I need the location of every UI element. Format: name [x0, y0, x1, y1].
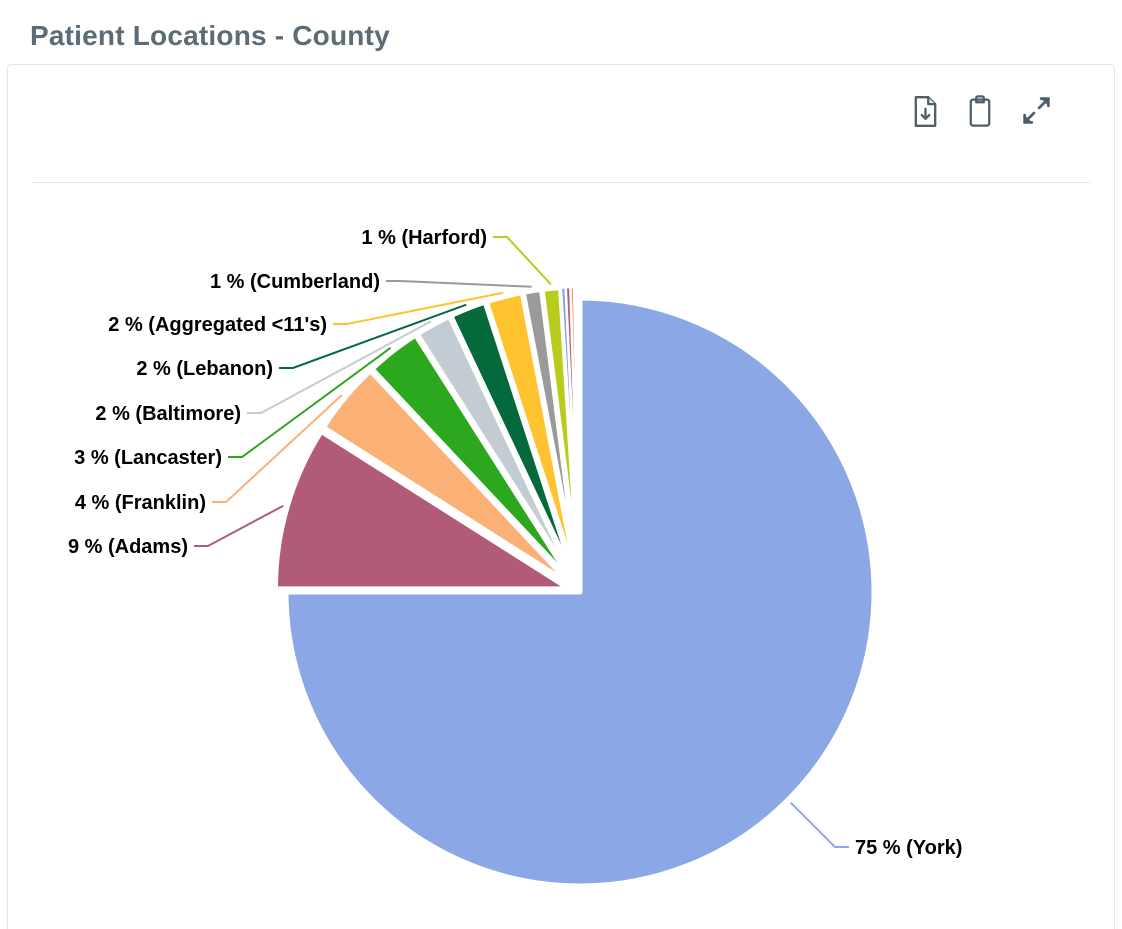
- pie-slice-unlabeled-13[interactable]: [574, 285, 582, 583]
- slice-label-harford: 1 % (Harford): [361, 227, 487, 249]
- expand-button[interactable]: [1021, 95, 1052, 126]
- leader-line-adams: [194, 504, 284, 547]
- pie-slice-york[interactable]: [283, 295, 877, 889]
- slice-label-lebanon: 2 % (Lebanon): [136, 358, 273, 380]
- leader-line-baltimore: [247, 320, 432, 414]
- leader-line-harford: [493, 236, 552, 286]
- copy-button[interactable]: [967, 95, 993, 128]
- leader-line-york: [790, 802, 849, 848]
- slice-label-lancaster: 3 % (Lancaster): [74, 447, 222, 469]
- pie-slice-adams[interactable]: [272, 428, 572, 592]
- slice-label-cumberland: 1 % (Cumberland): [210, 271, 380, 293]
- slice-label-aggregated-11-s: 2 % (Aggregated <11's): [108, 314, 327, 336]
- leader-line-cumberland: [386, 280, 532, 288]
- slice-label-york: 75 % (York): [855, 837, 962, 859]
- leader-line-aggregated-11-s: [333, 291, 504, 325]
- expand-icon: [1023, 97, 1050, 124]
- leader-line-lebanon: [279, 303, 467, 369]
- download-icon: [914, 96, 937, 127]
- download-button[interactable]: [912, 95, 939, 128]
- slice-label-baltimore: 2 % (Baltimore): [95, 403, 241, 425]
- leader-line-lancaster: [228, 347, 392, 458]
- slice-label-franklin: 4 % (Franklin): [75, 492, 206, 514]
- clipboard-icon: [969, 95, 991, 127]
- chart-toolbar: [8, 65, 1114, 182]
- slice-label-adams: 9 % (Adams): [68, 536, 188, 558]
- toolbar-divider: [32, 182, 1090, 183]
- page-title: Patient Locations - County: [30, 20, 390, 51]
- leader-line-franklin: [212, 394, 343, 503]
